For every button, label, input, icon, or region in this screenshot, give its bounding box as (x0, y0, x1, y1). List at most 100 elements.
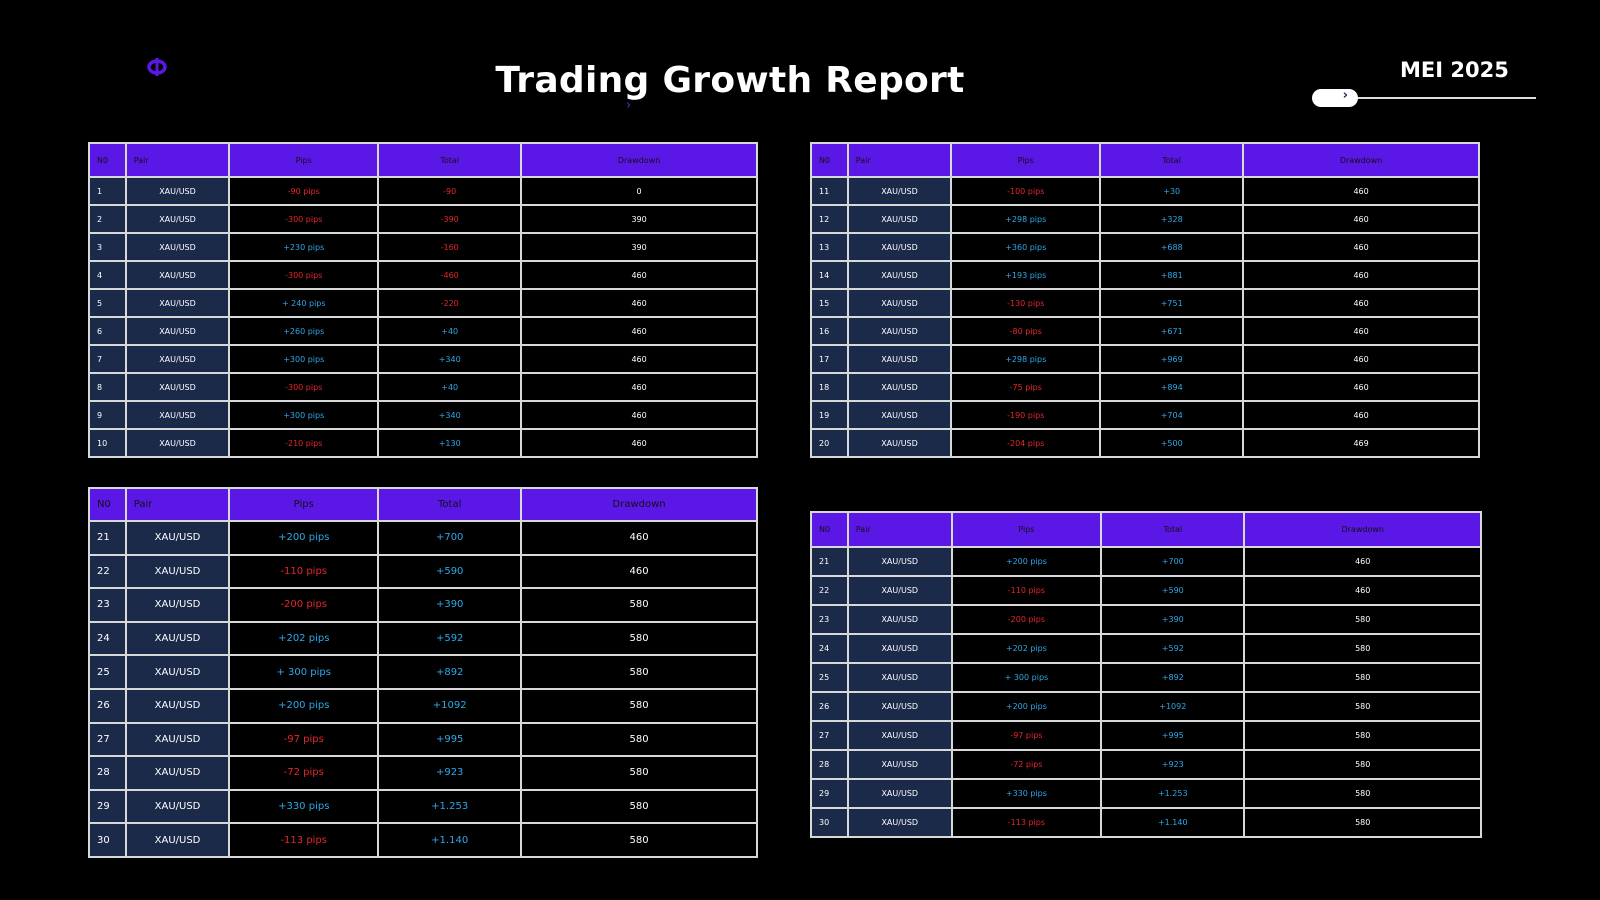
cell-pair: XAU/USD (846, 176, 953, 206)
cell-drawdown: 460 (520, 344, 758, 374)
cell-pair: XAU/USD (846, 232, 953, 262)
cell-pips: -97 pips (950, 720, 1103, 751)
cell-pair: XAU/USD (846, 288, 953, 318)
column-header-pair: Pair (124, 142, 231, 178)
cell-drawdown: 460 (520, 288, 758, 318)
trades-table-1: N0 Pair Pips Total Drawdown 1 XAU/USD -90 pips -… (88, 142, 758, 458)
cell-pips: -113 pips (228, 822, 380, 858)
table-row: 23 XAU/USD -200 pips +390 580 (810, 604, 1482, 635)
cell-no: 19 (810, 400, 849, 430)
column-header-no: N0 (88, 487, 127, 522)
cell-total: +1.253 (377, 788, 523, 825)
cell-pair: XAU/USD (124, 204, 231, 234)
cell-no: 9 (88, 400, 127, 430)
table-row: 19 XAU/USD -190 pips +704 460 (810, 400, 1480, 430)
cell-no: 29 (810, 778, 849, 809)
cell-drawdown: 460 (1243, 546, 1482, 577)
trades-table-3: N0 Pair Pips Total Drawdown 21 XAU/USD +200 pip… (88, 487, 758, 858)
cell-pair: XAU/USD (124, 620, 231, 657)
cell-pair: XAU/USD (846, 344, 953, 374)
cell-drawdown: 460 (1242, 260, 1480, 290)
cell-no: 22 (810, 575, 849, 606)
cell-no: 16 (810, 316, 849, 346)
page-title: Trading Growth Report (495, 60, 965, 101)
cell-drawdown: 390 (520, 232, 758, 262)
cell-pair: XAU/USD (846, 575, 953, 606)
chevron-right-icon: › (626, 98, 632, 113)
cell-drawdown: 469 (1242, 428, 1480, 458)
table-row: 3 XAU/USD +230 pips -160 390 (88, 232, 758, 262)
cell-pips: +330 pips (228, 788, 380, 825)
column-header-drawdown: Drawdown (520, 142, 758, 178)
cell-no: 5 (88, 288, 127, 318)
cell-no: 27 (88, 721, 127, 758)
cell-total: -460 (377, 260, 523, 290)
table-row: 5 XAU/USD + 240 pips -220 460 (88, 288, 758, 318)
trades-table-2: N0 Pair Pips Total Drawdown 11 XAU/USD -100 pip… (810, 142, 1480, 458)
cell-pips: +200 pips (950, 691, 1103, 722)
cell-no: 25 (88, 654, 127, 690)
table-row: 22 XAU/USD -110 pips +590 460 (88, 553, 758, 590)
cell-drawdown: 460 (1242, 316, 1480, 346)
table-header-row: N0 Pair Pips Total Drawdown (810, 511, 1482, 548)
cell-no: 23 (810, 604, 849, 635)
table-row: 7 XAU/USD +300 pips +340 460 (88, 344, 758, 374)
cell-pips: +298 pips (950, 344, 1102, 374)
column-header-pips: Pips (228, 142, 380, 178)
cell-total: +500 (1099, 428, 1245, 458)
cell-pips: -75 pips (950, 372, 1102, 402)
column-header-total: Total (1099, 142, 1245, 178)
cell-pips: -113 pips (950, 807, 1103, 838)
cell-total: +1.140 (1100, 807, 1246, 838)
cell-drawdown: 460 (1242, 176, 1480, 206)
cell-pair: XAU/USD (124, 260, 231, 290)
cell-total: +894 (1099, 372, 1245, 402)
cell-no: 6 (88, 316, 127, 346)
next-slider-button[interactable]: › (1312, 88, 1358, 107)
cell-no: 17 (810, 344, 849, 374)
cell-pips: -100 pips (950, 176, 1102, 206)
cell-no: 2 (88, 204, 127, 234)
cell-no: 30 (88, 822, 127, 858)
cell-no: 11 (810, 176, 849, 206)
month-label: MEI 2025 (1400, 58, 1509, 82)
cell-no: 4 (88, 260, 127, 290)
column-header-total: Total (377, 487, 523, 522)
cell-pair: XAU/USD (124, 587, 231, 623)
cell-drawdown: 580 (520, 721, 758, 758)
cell-pair: XAU/USD (124, 428, 231, 458)
cell-total: +130 (377, 428, 523, 458)
cell-pips: + 300 pips (950, 662, 1103, 693)
cell-no: 28 (810, 749, 849, 780)
column-header-pair: Pair (846, 142, 953, 178)
table-row: 29 XAU/USD +330 pips +1.253 580 (810, 778, 1482, 809)
table-row: 12 XAU/USD +298 pips +328 460 (810, 204, 1480, 234)
column-header-total: Total (1100, 511, 1246, 548)
cell-pips: -72 pips (228, 755, 380, 791)
cell-pips: -210 pips (228, 428, 380, 458)
cell-drawdown: 580 (520, 822, 758, 858)
cell-total: +923 (377, 755, 523, 791)
table-row: 8 XAU/USD -300 pips +40 460 (88, 372, 758, 402)
cell-drawdown: 580 (520, 687, 758, 724)
cell-pips: +230 pips (228, 232, 380, 262)
cell-pair: XAU/USD (846, 749, 953, 780)
table-row: 23 XAU/USD -200 pips +390 580 (88, 587, 758, 623)
column-header-pair: Pair (846, 511, 953, 548)
cell-total: +30 (1099, 176, 1245, 206)
column-header-drawdown: Drawdown (520, 487, 758, 522)
cell-total: +590 (377, 553, 523, 590)
cell-pair: XAU/USD (846, 807, 953, 838)
cell-pips: -110 pips (950, 575, 1103, 606)
cell-pair: XAU/USD (846, 372, 953, 402)
cell-drawdown: 580 (1243, 720, 1482, 751)
cell-total: +328 (1099, 204, 1245, 234)
cell-pair: XAU/USD (124, 316, 231, 346)
table-row: 25 XAU/USD + 300 pips +892 580 (88, 654, 758, 690)
table-row: 16 XAU/USD -80 pips +671 460 (810, 316, 1480, 346)
table-row: 13 XAU/USD +360 pips +688 460 (810, 232, 1480, 262)
cell-pips: +260 pips (228, 316, 380, 346)
cell-no: 22 (88, 553, 127, 590)
cell-pips: -204 pips (950, 428, 1102, 458)
table-row: 28 XAU/USD -72 pips +923 580 (88, 755, 758, 791)
